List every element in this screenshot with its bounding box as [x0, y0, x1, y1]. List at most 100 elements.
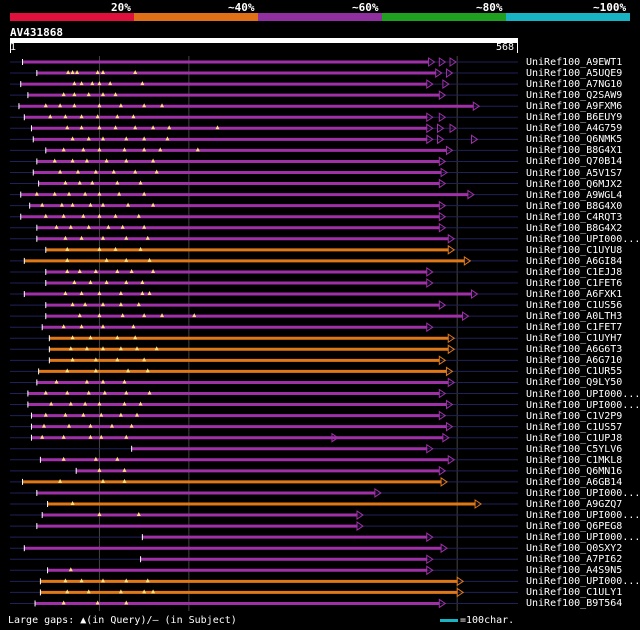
hit-arrow	[426, 322, 434, 333]
gap-marker	[142, 357, 147, 362]
gap-marker	[79, 235, 84, 240]
hit-label[interactable]: UniRef100_A6GB14	[526, 476, 623, 488]
hit-label[interactable]: UniRef100_A5UQE9	[526, 68, 623, 80]
hit-arrow	[438, 156, 447, 167]
hit-label[interactable]: UniRef100_C1EJJ8	[526, 266, 623, 278]
hit-arrow	[445, 145, 454, 156]
hit-label[interactable]: UniRef100_Q9LY50	[526, 377, 623, 389]
hit-label[interactable]: UniRef100_A6G6T3	[526, 344, 623, 356]
hit-label[interactable]: UniRef100_A4S9N5	[526, 565, 623, 577]
gap-marker	[93, 169, 98, 174]
gap-marker	[61, 213, 66, 218]
gap-marker	[117, 191, 122, 196]
gap-marker	[113, 92, 118, 97]
gap-marker	[101, 302, 106, 307]
hit-label[interactable]: UniRef100_A4G759	[526, 123, 623, 135]
hit-label[interactable]: UniRef100_A9GZQ7	[526, 499, 623, 510]
hit-label[interactable]: UniRef100_UPI000...	[526, 388, 640, 400]
hit-label[interactable]: UniRef100_B9T564	[526, 598, 623, 610]
hit-label[interactable]: UniRef100_C1V2P9	[526, 410, 623, 422]
hit-label[interactable]: UniRef100_UPI000...	[526, 487, 640, 499]
hit-arrow	[470, 289, 479, 299]
hit-arrow	[426, 134, 434, 145]
hit-label[interactable]: UniRef100_A9WGL4	[526, 189, 623, 201]
gap-marker	[75, 70, 80, 75]
gap-marker	[86, 92, 91, 97]
gap-marker	[97, 291, 102, 296]
hit-label[interactable]: UniRef100_C1ULY1	[526, 587, 623, 599]
hit-label[interactable]: UniRef100_C1FET7	[526, 322, 623, 334]
hit-label[interactable]: UniRef100_A6G710	[526, 355, 623, 367]
gap-marker	[54, 224, 59, 229]
scale-swatch	[440, 618, 458, 622]
hit-label[interactable]: UniRef100_B6EUY9	[526, 112, 623, 124]
hit-label[interactable]: UniRef100_Q6PEG8	[526, 521, 623, 533]
hit-label[interactable]: UniRef100_C1US56	[526, 300, 623, 312]
gap-marker	[97, 125, 102, 130]
gap-marker	[133, 169, 138, 174]
gap-marker	[101, 578, 106, 583]
hit-label[interactable]: UniRef100_UPI000...	[526, 510, 640, 522]
gap-marker	[83, 302, 88, 307]
hit-arrow	[456, 587, 465, 598]
hit-arrow	[426, 532, 434, 543]
hit-label[interactable]: UniRef100_A7PI62	[526, 554, 623, 566]
hit-label[interactable]: UniRef100_UPI000...	[526, 576, 640, 588]
gap-marker	[151, 589, 156, 594]
hit-label[interactable]: UniRef100_C1UR55	[526, 366, 623, 378]
hit-label[interactable]: UniRef100_UPI000...	[526, 233, 640, 245]
gap-marker	[104, 280, 109, 284]
hit-label[interactable]: UniRef100_C1US57	[526, 421, 623, 433]
legend-segment	[134, 13, 258, 21]
gap-marker	[115, 114, 120, 119]
gap-marker	[131, 324, 136, 329]
hit-label[interactable]: UniRef100_A9FXM6	[526, 101, 623, 113]
gap-marker	[97, 313, 102, 318]
gap-marker	[126, 202, 131, 207]
hit-arrow	[438, 598, 447, 609]
hit-label[interactable]: UniRef100_B8G4X0	[526, 200, 623, 212]
hit-label[interactable]: UniRef100_Q70B14	[526, 156, 623, 168]
gap-marker	[118, 346, 123, 351]
hit-label[interactable]: UniRef100_B8G4X2	[526, 222, 623, 234]
hit-label[interactable]: UniRef100_C5YLV6	[526, 443, 623, 455]
hit-label[interactable]: UniRef100_C1MKL8	[526, 454, 623, 466]
gap-marker	[70, 202, 75, 207]
hit-arrow	[438, 90, 447, 101]
hit-label[interactable]: UniRef100_A6FXK1	[526, 289, 623, 301]
gap-marker	[142, 136, 147, 141]
hit-label[interactable]: UniRef100_Q6MN16	[526, 465, 623, 477]
hit-label[interactable]: UniRef100_A9EWT1	[526, 57, 623, 68]
hit-label[interactable]: UniRef100_UPI000...	[526, 399, 640, 411]
gap-marker	[104, 257, 109, 262]
gap-marker	[77, 180, 82, 185]
hit-label[interactable]: UniRef100_A5V1S7	[526, 167, 623, 179]
hit-label[interactable]: UniRef100_Q0SXY2	[526, 543, 623, 555]
hit-arrow	[426, 112, 434, 123]
hit-label[interactable]: UniRef100_C1UPJ8	[526, 432, 623, 444]
hit-label[interactable]: UniRef100_C1UYU8	[526, 244, 623, 256]
gap-marker	[43, 390, 48, 395]
gap-marker	[118, 302, 123, 307]
hit-label[interactable]: UniRef100_C4RQT3	[526, 211, 623, 223]
hit-label[interactable]: UniRef100_A7NG10	[526, 79, 623, 91]
gap-marker	[151, 268, 156, 273]
hit-label[interactable]: UniRef100_Q6MJX2	[526, 178, 623, 190]
gap-marker	[90, 81, 95, 86]
gap-marker	[70, 335, 75, 340]
gap-marker	[151, 158, 156, 163]
gap-marker	[43, 412, 48, 417]
hit-label[interactable]: UniRef100_Q6NMK5	[526, 134, 623, 146]
hit-arrow	[445, 68, 454, 78]
hit-label[interactable]: UniRef100_B8G4X1	[526, 145, 623, 157]
hit-label[interactable]: UniRef100_UPI000...	[526, 532, 640, 544]
hit-label[interactable]: UniRef100_C1UYH7	[526, 333, 623, 345]
gap-marker	[61, 434, 66, 439]
hit-label[interactable]: UniRef100_A0LTH3	[526, 311, 623, 323]
gap-marker	[136, 512, 141, 517]
hit-label[interactable]: UniRef100_A6GI84	[526, 255, 623, 267]
hit-label[interactable]: UniRef100_Q2SAW9	[526, 90, 623, 102]
gap-marker	[81, 412, 86, 417]
gap-marker	[68, 401, 73, 406]
hit-label[interactable]: UniRef100_C1FET6	[526, 278, 623, 289]
